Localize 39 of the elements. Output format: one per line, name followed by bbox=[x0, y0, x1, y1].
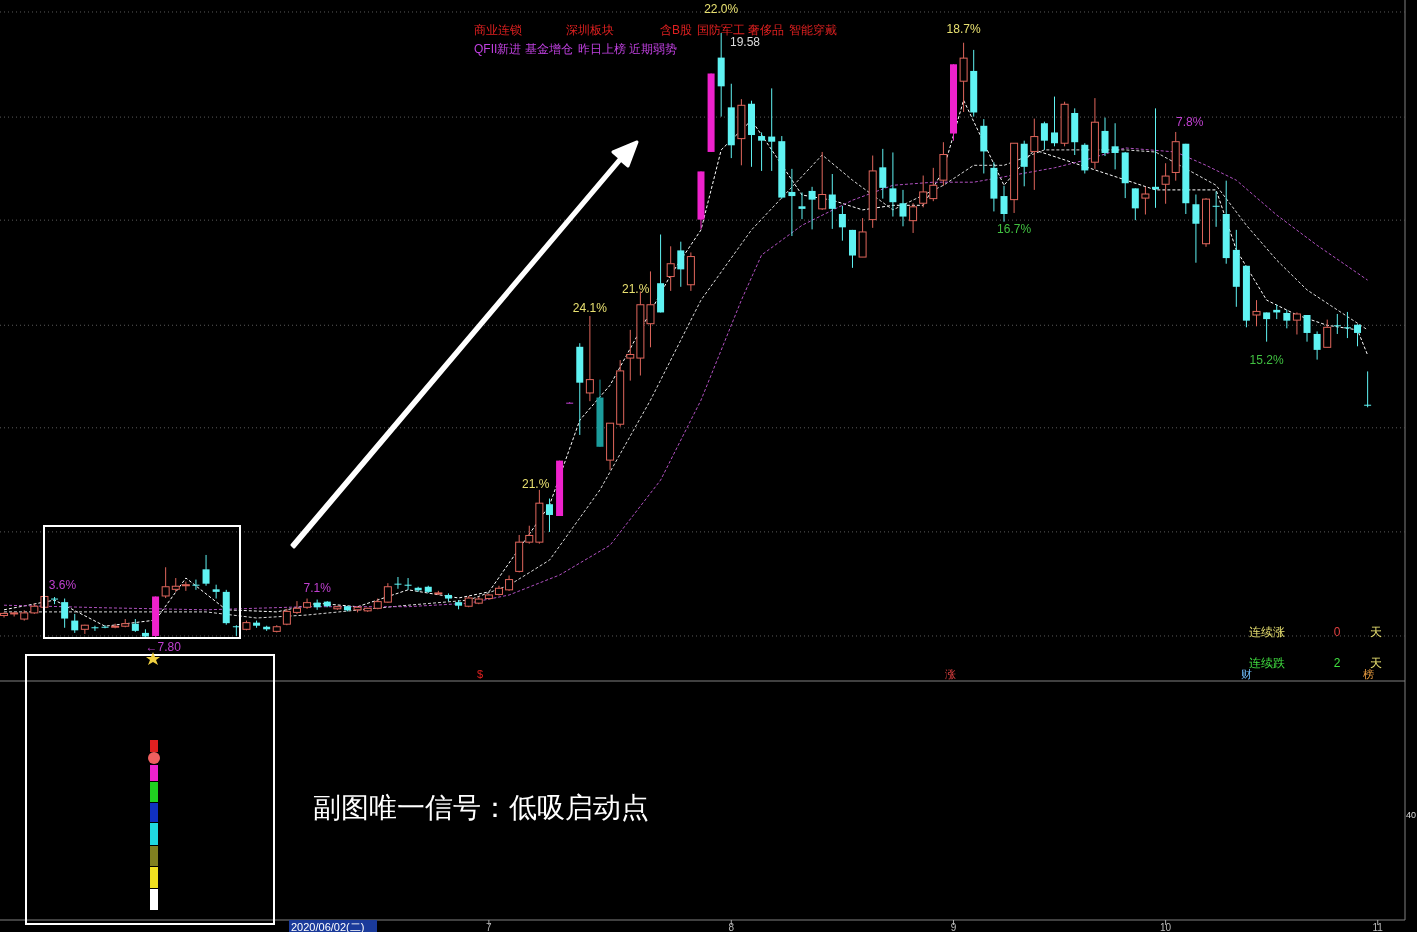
annotation: 近期弱势 bbox=[629, 42, 677, 56]
x-tick-label: 7 bbox=[486, 922, 493, 932]
annotation: 天 bbox=[1370, 656, 1382, 670]
x-tick-label: 8 bbox=[728, 922, 735, 932]
annotation: 19.58 bbox=[730, 35, 761, 49]
annotation: 深圳板块 bbox=[566, 23, 614, 37]
annotation: 16.7% bbox=[997, 221, 1032, 236]
annotation: 智能穿戴 bbox=[789, 23, 837, 37]
annotation: 22.0% bbox=[704, 2, 739, 16]
annotation: 21.% bbox=[522, 477, 550, 491]
annotation: ←7.80 bbox=[145, 640, 181, 654]
annotation: 连续跌 bbox=[1249, 656, 1285, 670]
annotation: 0 bbox=[1333, 625, 1341, 639]
annotation: 国防军工 bbox=[697, 23, 745, 37]
annotation: 涨 bbox=[944, 668, 956, 680]
annotation: 天 bbox=[1370, 625, 1382, 639]
annotation: 含B股 bbox=[660, 23, 692, 37]
annotation: 副图唯一信号：低吸启动点 bbox=[313, 792, 649, 823]
annotation: 15.2% bbox=[1249, 352, 1284, 367]
x-tick-label: 10 bbox=[1160, 922, 1172, 932]
annotation: 21.% bbox=[622, 282, 650, 296]
x-tick-label: 9 bbox=[950, 922, 957, 932]
annotation: 基金增仓 bbox=[525, 42, 573, 56]
x-tick-label: 11 bbox=[1372, 922, 1384, 932]
annotation: QFII新进 bbox=[474, 42, 522, 56]
annotation: 7.8% bbox=[1176, 115, 1204, 129]
annotation: 昨日上榜 bbox=[578, 42, 626, 56]
annotation: 2 bbox=[1333, 656, 1341, 670]
annotation: $ bbox=[476, 668, 484, 680]
annotation: 24.1% bbox=[572, 301, 607, 316]
annotation: 7.1% bbox=[303, 580, 331, 595]
annotation: 3.6% bbox=[48, 578, 77, 592]
annotation: 奢侈品 bbox=[748, 23, 784, 37]
annotation: 40 bbox=[1406, 810, 1416, 820]
annotation: 商业连锁 bbox=[474, 23, 522, 37]
annotation: 榜 bbox=[1362, 668, 1374, 680]
annotation: 连续涨 bbox=[1249, 625, 1285, 639]
annotation: 财 bbox=[1240, 668, 1252, 680]
annotation: 18.7% bbox=[946, 21, 981, 36]
